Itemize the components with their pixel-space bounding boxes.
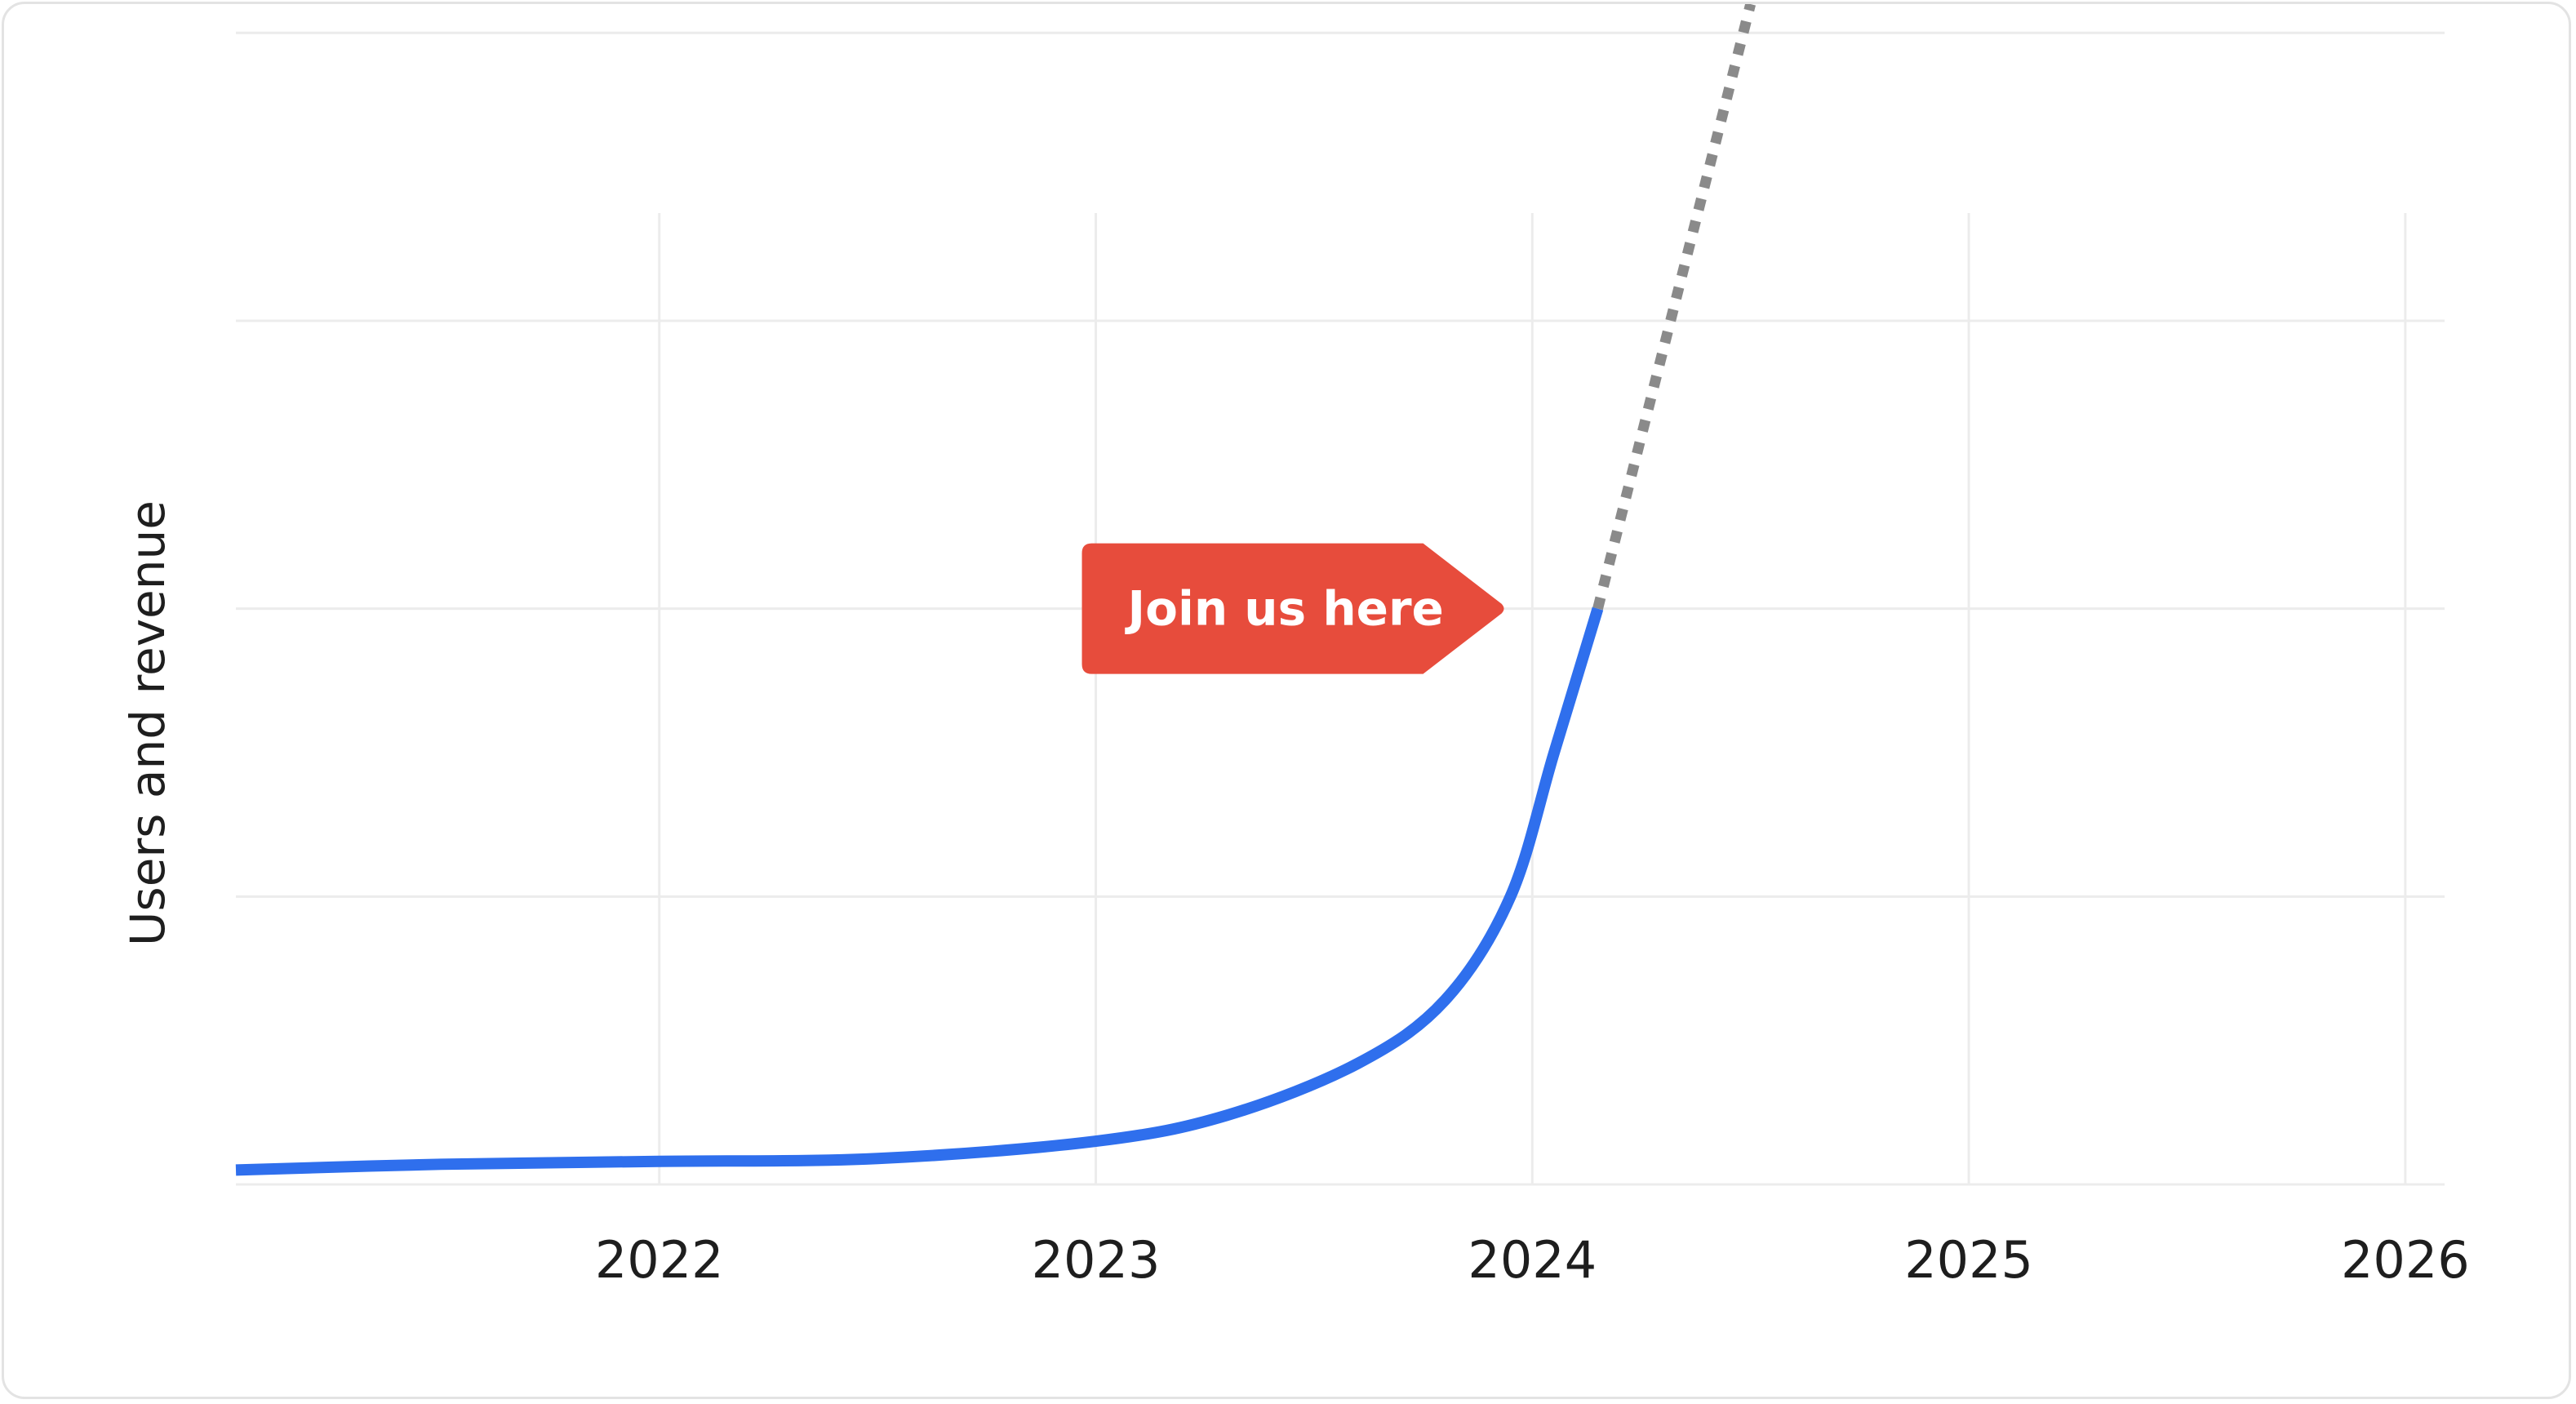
line-layer [235,4,1757,1176]
x-tick-label: 2026 [2341,1230,2470,1290]
callout-badge [1081,543,1504,674]
line-chart: Join us here 2022 2023 2024 2025 2026 Users a… [120,4,2470,1290]
projection-line [1592,4,1757,611]
y-axis-label: Users and revenue [120,500,175,946]
x-tick-label: 2022 [595,1230,724,1290]
x-tick-label: 2025 [1904,1230,2033,1290]
x-tick-label: 2024 [1468,1230,1597,1290]
annotation-layer: Join us here [1081,543,1504,674]
callout-label: Join us here [1125,581,1444,637]
axis-layer: 2022 2023 2024 2025 2026 Users and revenue [120,500,2470,1290]
growth-line [235,606,1604,1176]
x-tick-label: 2023 [1032,1230,1161,1290]
